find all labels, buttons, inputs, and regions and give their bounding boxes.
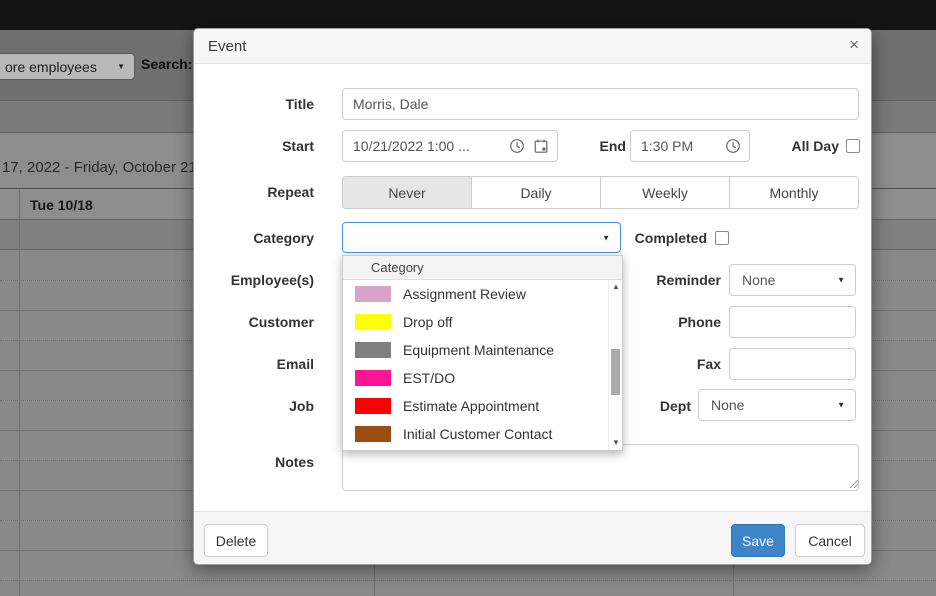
- cancel-button[interactable]: Cancel: [795, 524, 865, 557]
- phone-input[interactable]: [729, 306, 856, 338]
- chevron-down-icon: ▼: [837, 400, 845, 410]
- phone-label: Phone: [678, 314, 721, 330]
- dialog-header: Event ×: [194, 29, 871, 64]
- repeat-button-group: Never Daily Weekly Monthly: [342, 176, 859, 209]
- category-dropdown-panel: Category Assignment Review Drop off Equi…: [342, 255, 623, 451]
- fax-label: Fax: [696, 356, 721, 372]
- dept-select[interactable]: None ▼: [698, 389, 856, 421]
- category-color-swatch: [355, 342, 391, 358]
- category-option[interactable]: EST/DO: [343, 364, 622, 392]
- category-option[interactable]: Equipment Maintenance: [343, 336, 622, 364]
- category-color-swatch: [355, 370, 391, 386]
- reminder-select[interactable]: None ▼: [729, 264, 856, 296]
- employees-dropdown[interactable]: ore employees ▼: [0, 53, 135, 80]
- start-value: 10/21/2022 1:00 ...: [353, 138, 470, 154]
- reminder-value: None: [742, 272, 776, 288]
- calendar-date-range: 17, 2022 - Friday, October 21,: [2, 159, 201, 176]
- title-label: Title: [285, 96, 314, 112]
- dept-label: Dept: [659, 398, 691, 414]
- calendar-icon[interactable]: [533, 138, 549, 154]
- notes-label: Notes: [275, 454, 314, 470]
- repeat-never-button[interactable]: Never: [343, 177, 471, 208]
- chevron-down-icon: ▼: [837, 275, 845, 285]
- close-icon[interactable]: ×: [849, 35, 859, 54]
- category-option[interactable]: Assignment Review: [343, 280, 622, 308]
- scroll-down-icon[interactable]: ▼: [612, 438, 620, 447]
- clock-icon[interactable]: [509, 138, 525, 154]
- dept-value: None: [711, 397, 745, 413]
- fax-input[interactable]: [729, 348, 856, 380]
- email-label: Email: [276, 356, 314, 372]
- category-option[interactable]: Initial Customer Contact: [343, 420, 622, 448]
- search-label: Search:: [141, 56, 193, 72]
- category-color-swatch: [355, 398, 391, 414]
- employees-dropdown-value: ore employees: [5, 58, 97, 75]
- category-dropdown-list: Assignment Review Drop off Equipment Mai…: [343, 280, 622, 450]
- customer-label: Customer: [248, 314, 314, 330]
- clock-icon[interactable]: [725, 138, 741, 154]
- repeat-monthly-button[interactable]: Monthly: [729, 177, 858, 208]
- dropdown-scrollbar[interactable]: ▲ ▼: [608, 280, 622, 450]
- title-input[interactable]: [342, 88, 859, 120]
- category-color-swatch: [355, 426, 391, 442]
- dialog-footer: Delete Save Cancel: [194, 511, 871, 564]
- end-value: 1:30 PM: [641, 138, 694, 154]
- employees-label: Employee(s): [230, 272, 314, 288]
- job-label: Job: [289, 398, 314, 414]
- save-button[interactable]: Save: [731, 524, 785, 557]
- category-dropdown-header: Category: [343, 256, 622, 280]
- end-label: End: [599, 138, 626, 154]
- delete-button[interactable]: Delete: [204, 524, 268, 557]
- event-dialog: Event × Title Start 10/21/2022 1:00 ... …: [193, 28, 872, 565]
- reminder-label: Reminder: [656, 272, 721, 288]
- category-combobox[interactable]: ▼: [342, 222, 621, 253]
- grid-vline: [19, 190, 20, 596]
- repeat-weekly-button[interactable]: Weekly: [600, 177, 729, 208]
- chevron-down-icon: ▼: [117, 62, 125, 71]
- category-option[interactable]: Estimate Appointment: [343, 392, 622, 420]
- completed-checkbox[interactable]: [715, 231, 729, 245]
- scroll-up-icon[interactable]: ▲: [612, 282, 620, 291]
- all-day-checkbox[interactable]: [846, 139, 860, 153]
- end-input[interactable]: 1:30 PM: [630, 130, 750, 162]
- day-header: Tue 10/18: [30, 197, 93, 213]
- top-black-bar: [0, 0, 936, 30]
- start-input[interactable]: 10/21/2022 1:00 ...: [342, 130, 558, 162]
- completed-label: Completed: [634, 230, 707, 246]
- resize-handle-icon[interactable]: [849, 479, 858, 488]
- start-label: Start: [282, 138, 314, 154]
- repeat-daily-button[interactable]: Daily: [471, 177, 600, 208]
- chevron-down-icon[interactable]: ▼: [602, 233, 610, 242]
- category-color-swatch: [355, 314, 391, 330]
- category-color-swatch: [355, 286, 391, 302]
- category-option[interactable]: Drop off: [343, 308, 622, 336]
- category-label: Category: [253, 230, 314, 246]
- notes-textarea[interactable]: [342, 444, 859, 491]
- scrollbar-thumb[interactable]: [611, 349, 620, 395]
- dialog-title: Event: [208, 38, 247, 55]
- repeat-label: Repeat: [267, 184, 314, 200]
- all-day-label: All Day: [791, 138, 839, 154]
